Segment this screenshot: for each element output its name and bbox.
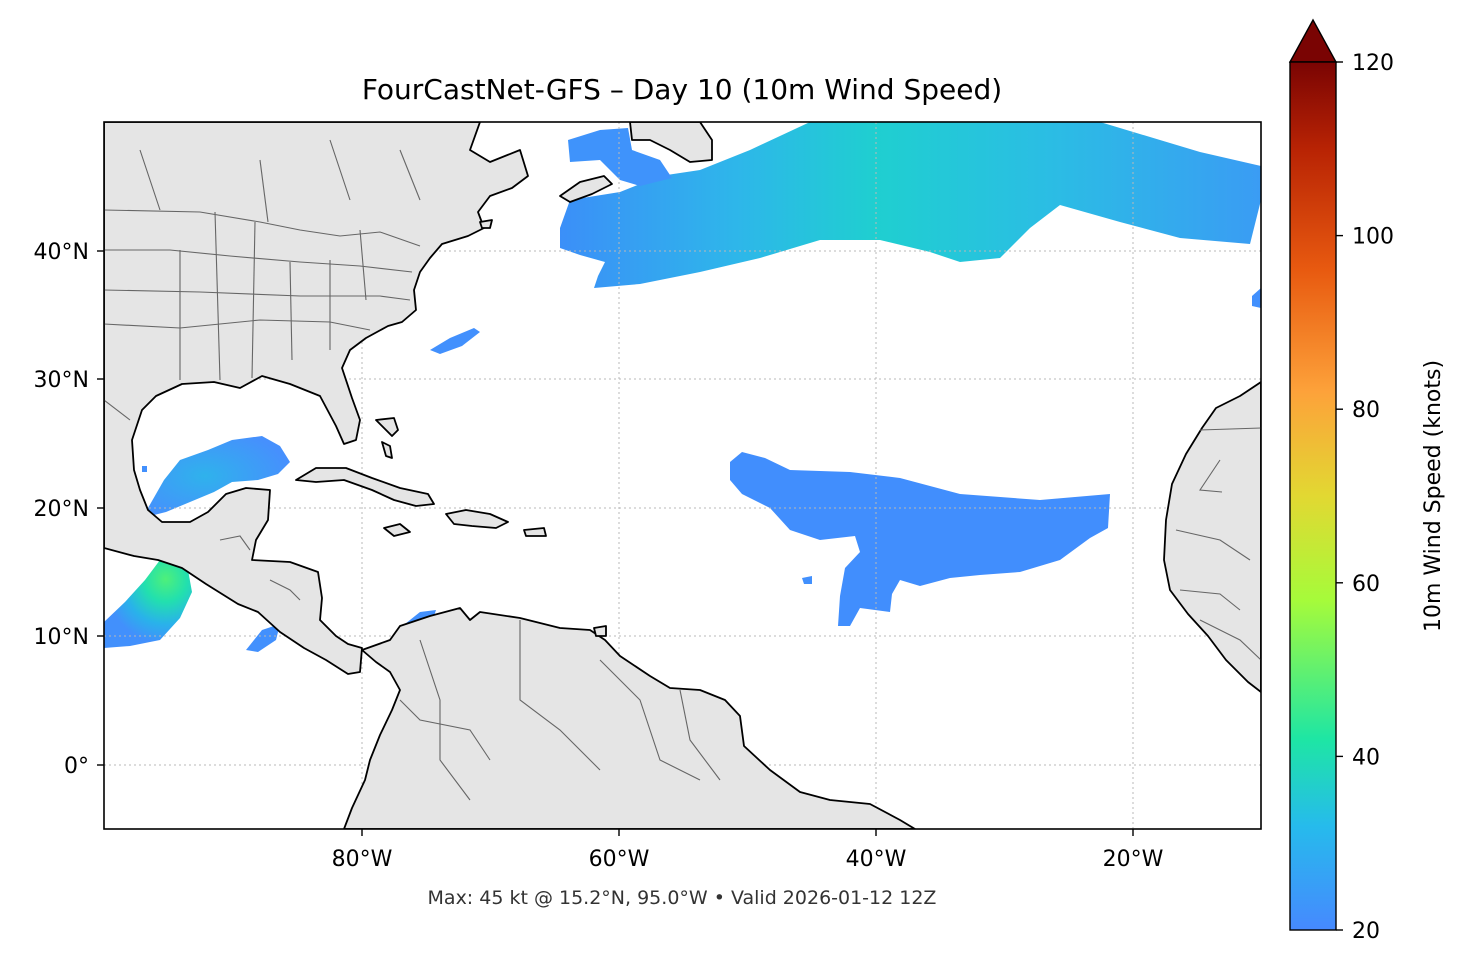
lon-tick-60w: 60°W <box>589 847 650 872</box>
longitude-tick-labels: 80°W 60°W 40°W 20°W <box>332 829 1164 872</box>
lat-tick-20n: 20°N <box>34 497 89 522</box>
colorbar-label: 10m Wind Speed (knots) <box>1421 360 1446 632</box>
land-west-africa <box>1163 381 1261 693</box>
map-area <box>104 122 1261 829</box>
land-jamaica <box>383 523 411 537</box>
wind-region-gulf-of-mexico <box>148 436 290 516</box>
lat-tick-10n: 10°N <box>34 625 89 650</box>
lat-tick-30n: 30°N <box>34 368 89 393</box>
colorbar-tick-label: 100 <box>1352 225 1394 250</box>
wind-region-far-east-small <box>1252 288 1261 308</box>
land-cape-cod <box>479 219 493 229</box>
colorbar-tick-label: 80 <box>1352 398 1380 423</box>
latitude-tick-labels: 40°N 30°N 20°N 10°N 0° <box>34 240 104 779</box>
colorbar: 20 40 60 80 100 120 10m Wind Speed (knots) <box>1288 18 1446 944</box>
wind-speed-shading <box>104 122 1261 652</box>
land-south-america <box>343 607 916 829</box>
wind-region-north-atlantic <box>560 122 1261 288</box>
land-masses <box>104 122 1261 829</box>
land-cuba <box>295 467 435 507</box>
land-trinidad <box>593 625 607 637</box>
wind-region-gulf-of-st-lawrence <box>568 128 672 186</box>
land-north-central-america <box>104 122 529 675</box>
colorbar-extend-arrow <box>1288 18 1338 63</box>
wind-region-tropical-atlantic <box>730 452 1110 626</box>
lon-tick-40w: 40°W <box>846 847 907 872</box>
land-newfoundland <box>629 122 713 163</box>
chart-title: FourCastNet-GFS – Day 10 (10m Wind Speed… <box>362 73 1002 106</box>
lat-tick-0: 0° <box>64 754 89 779</box>
lat-tick-40n: 40°N <box>34 240 89 265</box>
colorbar-tick-label: 60 <box>1352 572 1380 597</box>
colorbar-gradient <box>1289 61 1337 931</box>
wind-region-offshore-carolinas <box>430 328 480 354</box>
land-puerto-rico <box>523 527 547 537</box>
wind-region-tropical-atlantic-speck <box>802 576 812 584</box>
max-wind-caption: Max: 45 kt @ 15.2°N, 95.0°W • Valid 2026… <box>428 887 937 909</box>
wind-region-gulf-speck <box>142 466 147 472</box>
colorbar-tick-label: 40 <box>1352 745 1380 770</box>
colorbar-tick-label: 20 <box>1352 919 1380 944</box>
land-bahamas-south <box>381 441 393 459</box>
colorbar-ticks: 20 40 60 80 100 120 <box>1336 51 1394 944</box>
lon-tick-80w: 80°W <box>332 847 393 872</box>
lon-tick-20w: 20°W <box>1103 847 1164 872</box>
wind-region-pacific-panama <box>246 624 280 652</box>
wind-region-pacific-max <box>104 556 192 648</box>
land-nova-scotia <box>559 175 613 203</box>
political-borders <box>104 139 1261 801</box>
colorbar-tick-label: 120 <box>1352 51 1394 76</box>
land-bahamas <box>375 417 399 437</box>
land-hispaniola <box>445 509 509 529</box>
map-frame <box>103 121 1262 830</box>
